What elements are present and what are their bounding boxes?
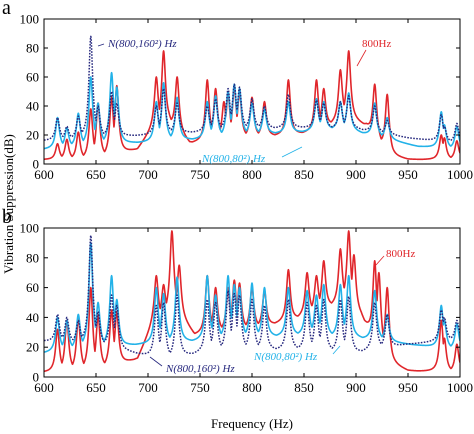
- panel-a-plot-frame: [43, 18, 461, 165]
- panel-a-ticks: 600 650 700 750 800 850 900 950 1000 0 20 40 60 80 100: [20, 12, 474, 183]
- x-axis-label: Frequency (Hz): [211, 416, 293, 431]
- y-tick-label: 100: [20, 12, 40, 27]
- y-tick-label: 100: [20, 221, 40, 236]
- x-tick-label: 700: [138, 380, 158, 395]
- x-tick-label: 750: [190, 167, 210, 182]
- y-tick-label: 0: [33, 157, 40, 172]
- x-tick-label: 600: [34, 167, 54, 182]
- panel-a: a 600 650 700 750 800 850 900 950 1000 0 20 40 60 80 1…: [2, 0, 473, 182]
- panel-b-annotation-n160-leader: [149, 356, 163, 367]
- panel-a-series: [44, 35, 460, 161]
- panel-b-annotation-n160: N(800,160²) Hz: [165, 363, 235, 375]
- panel-b: b 600 650 700 750 800 850 900 950 1000 0 20 40 60 80 1…: [2, 206, 473, 395]
- x-tick-label: 850: [294, 380, 314, 395]
- x-tick-label: 650: [86, 167, 106, 182]
- panel-a-annotation-800hz: 800Hz: [362, 38, 391, 50]
- panel-a-annotation-n80-leader: [281, 146, 303, 158]
- panel-b-letter: b: [2, 206, 12, 228]
- series-line-dotted-navy: [44, 234, 460, 355]
- x-tick-label: 850: [294, 167, 314, 182]
- y-tick-label: 40: [26, 310, 39, 325]
- y-tick-label: 40: [26, 99, 39, 114]
- x-tick-label: 700: [138, 167, 158, 182]
- x-tick-label: 1000: [447, 167, 473, 182]
- x-tick-label: 750: [190, 380, 210, 395]
- panel-b-annotation-800hz: 800Hz: [386, 248, 415, 260]
- x-tick-label: 600: [34, 380, 54, 395]
- series-line-solid-red: [44, 50, 460, 161]
- y-tick-label: 80: [26, 250, 39, 265]
- x-tick-label: 650: [86, 380, 106, 395]
- x-tick-label: 900: [346, 380, 366, 395]
- x-tick-label: 800: [242, 167, 262, 182]
- panel-a-annotation-800hz-leader: [356, 49, 367, 67]
- panel-a-letter: a: [2, 0, 11, 19]
- y-axis-label: Vibration Suppression(dB): [1, 134, 16, 274]
- panel-b-annotation-n80-leader: [332, 345, 341, 355]
- x-tick-label: 800: [242, 380, 262, 395]
- panel-a-annotation-n80: N(800,80²) Hz: [201, 153, 266, 165]
- x-tick-label: 950: [398, 380, 418, 395]
- y-tick-label: 20: [26, 128, 39, 143]
- x-tick-label: 900: [346, 167, 366, 182]
- series-line-dashed-cyan: [44, 71, 460, 150]
- y-tick-label: 0: [33, 370, 40, 385]
- panel-a-annotation-n160: N(800,160²) Hz: [107, 38, 177, 50]
- series-line-dotted-navy: [44, 35, 460, 142]
- x-tick-label: 950: [398, 167, 418, 182]
- y-tick-label: 80: [26, 41, 39, 56]
- x-tick-label: 1000: [447, 380, 473, 395]
- panel-b-series: [44, 230, 460, 373]
- y-tick-label: 60: [26, 70, 39, 85]
- panel-b-annotation-n80: N(800,80²) Hz: [253, 351, 318, 363]
- panel-a-annotation-n160-leader: [97, 43, 105, 47]
- panel-b-annotation-800hz-leader: [375, 255, 385, 266]
- y-tick-label: 20: [26, 340, 39, 355]
- panel-b-ticks: 600 650 700 750 800 850 900 950 1000 0 20 40 60 80 100: [20, 221, 474, 396]
- y-tick-label: 60: [26, 280, 39, 295]
